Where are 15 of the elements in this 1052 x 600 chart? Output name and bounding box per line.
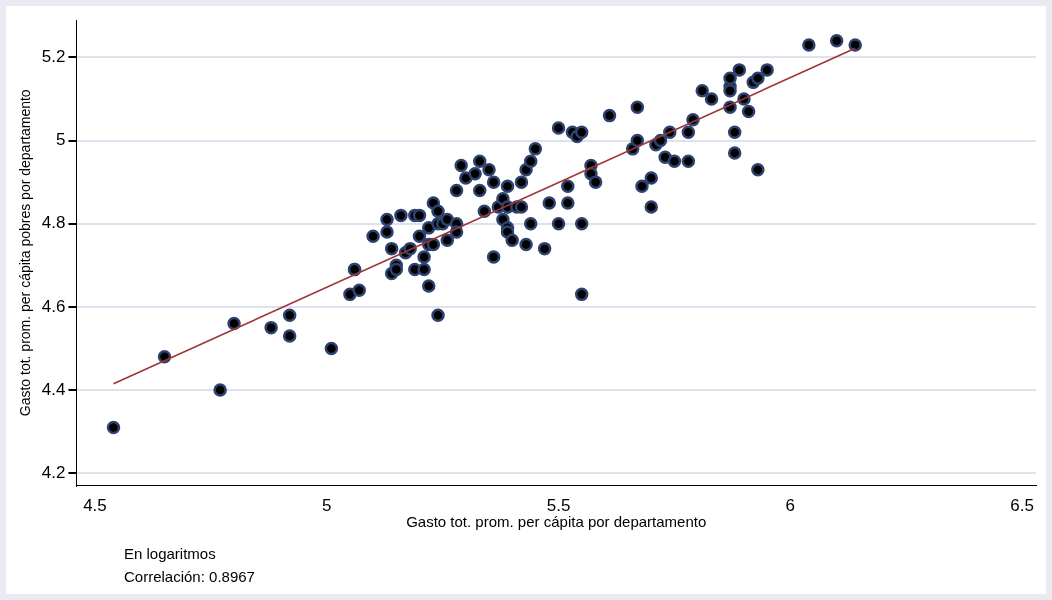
- y-tick-label: 4.6: [41, 296, 66, 316]
- x-tick-label: 4.5: [83, 496, 107, 516]
- y-tick-label: 4.8: [41, 213, 66, 233]
- y-tick-label: 4.2: [41, 462, 66, 482]
- x-tick-label: 5.5: [546, 496, 571, 516]
- y-axis-title: Gasto tot. prom. per cápita pobres por departamento: [17, 89, 34, 417]
- y-tick-label: 4.4: [41, 379, 66, 399]
- y-tick-label: 5: [55, 130, 66, 150]
- x-tick-label: 6: [785, 496, 796, 516]
- y-tick-label: 5.2: [41, 47, 66, 67]
- x-tick-label: 6.5: [1010, 496, 1034, 516]
- text: En logaritmos: [124, 544, 217, 564]
- text: Correlación: 0.8967: [124, 567, 255, 587]
- x-tick-label: 5: [322, 496, 332, 516]
- x-axis-title: Gasto tot. prom. per cápita por departamento: [406, 513, 707, 531]
